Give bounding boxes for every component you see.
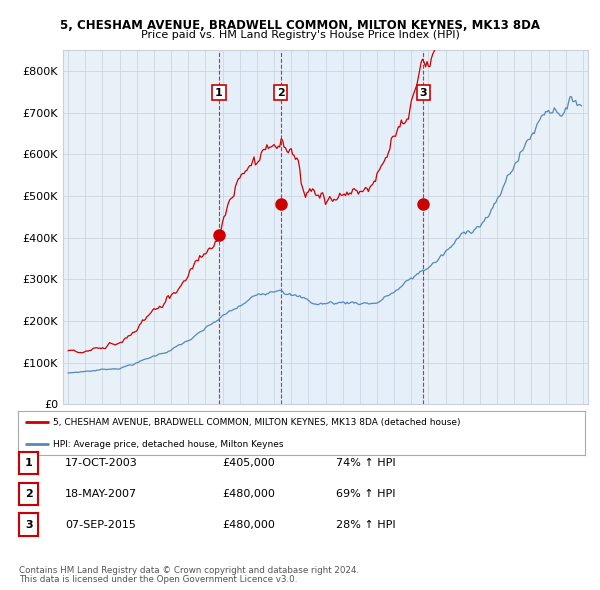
Text: 3: 3: [419, 88, 427, 97]
Text: 28% ↑ HPI: 28% ↑ HPI: [336, 520, 395, 529]
Bar: [219, 50, 423, 404]
Text: £480,000: £480,000: [222, 520, 275, 529]
Text: 18-MAY-2007: 18-MAY-2007: [65, 489, 137, 499]
Text: 17-OCT-2003: 17-OCT-2003: [65, 458, 137, 468]
Text: 1: 1: [215, 88, 223, 97]
Text: 07-SEP-2015: 07-SEP-2015: [65, 520, 136, 529]
Text: 5, CHESHAM AVENUE, BRADWELL COMMON, MILTON KEYNES, MK13 8DA: 5, CHESHAM AVENUE, BRADWELL COMMON, MILT…: [60, 19, 540, 32]
Text: £405,000: £405,000: [222, 458, 275, 468]
Text: This data is licensed under the Open Government Licence v3.0.: This data is licensed under the Open Gov…: [19, 575, 298, 584]
Text: 74% ↑ HPI: 74% ↑ HPI: [336, 458, 395, 468]
Text: 1: 1: [25, 458, 32, 468]
Text: 3: 3: [25, 520, 32, 529]
Text: 69% ↑ HPI: 69% ↑ HPI: [336, 489, 395, 499]
Text: HPI: Average price, detached house, Milton Keynes: HPI: Average price, detached house, Milt…: [53, 440, 284, 449]
Text: £480,000: £480,000: [222, 489, 275, 499]
Text: 2: 2: [277, 88, 284, 97]
Text: 2: 2: [25, 489, 32, 499]
Text: Contains HM Land Registry data © Crown copyright and database right 2024.: Contains HM Land Registry data © Crown c…: [19, 566, 359, 575]
Text: Price paid vs. HM Land Registry's House Price Index (HPI): Price paid vs. HM Land Registry's House …: [140, 30, 460, 40]
Text: 5, CHESHAM AVENUE, BRADWELL COMMON, MILTON KEYNES, MK13 8DA (detached house): 5, CHESHAM AVENUE, BRADWELL COMMON, MILT…: [53, 418, 461, 427]
